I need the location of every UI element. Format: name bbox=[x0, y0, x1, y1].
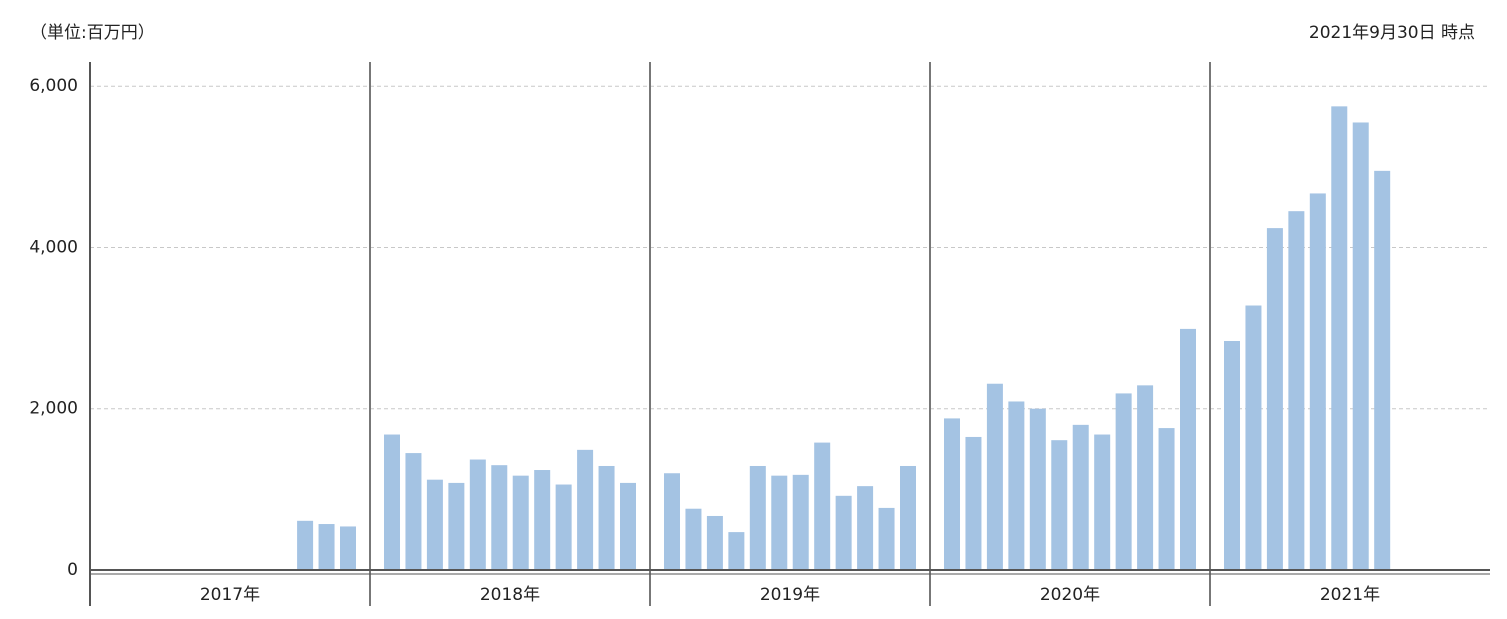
bar bbox=[835, 495, 852, 570]
bar bbox=[1309, 193, 1326, 570]
bar bbox=[685, 508, 702, 570]
bar bbox=[534, 470, 551, 570]
bar bbox=[1288, 211, 1305, 570]
y-tick-label: 0 bbox=[67, 560, 78, 580]
bar bbox=[598, 465, 615, 570]
y-tick-label: 6,000 bbox=[29, 76, 78, 96]
bar bbox=[384, 434, 400, 570]
bar bbox=[1072, 424, 1089, 570]
bar bbox=[706, 515, 723, 570]
bar bbox=[1180, 328, 1196, 570]
bar bbox=[405, 453, 422, 570]
bar bbox=[1224, 340, 1240, 570]
bar bbox=[792, 474, 809, 570]
bar bbox=[944, 418, 960, 570]
bar bbox=[448, 482, 465, 570]
bar bbox=[771, 475, 788, 570]
bar bbox=[664, 473, 680, 570]
bar bbox=[297, 520, 314, 570]
bar bbox=[1094, 434, 1111, 570]
bar bbox=[1051, 440, 1068, 570]
bar bbox=[1266, 228, 1283, 570]
bar bbox=[1137, 385, 1154, 570]
bar bbox=[749, 465, 766, 570]
bar bbox=[1374, 170, 1391, 570]
y-tick-label: 4,000 bbox=[29, 237, 78, 257]
bar bbox=[878, 507, 895, 570]
x-group-label: 2018年 bbox=[480, 585, 540, 605]
bar bbox=[965, 436, 982, 570]
as-of-label: 2021年9月30日 時点 bbox=[1309, 23, 1475, 43]
bar bbox=[577, 449, 594, 570]
bar bbox=[1158, 428, 1175, 570]
unit-label: （単位:百万円） bbox=[30, 23, 155, 43]
bar bbox=[491, 465, 508, 570]
x-group-label: 2017年 bbox=[200, 585, 260, 605]
bar bbox=[555, 484, 572, 570]
x-group-label: 2021年 bbox=[1320, 585, 1380, 605]
bar bbox=[1245, 305, 1262, 570]
bar bbox=[900, 465, 916, 570]
x-group-label: 2020年 bbox=[1040, 585, 1100, 605]
bar bbox=[857, 486, 874, 570]
bar bbox=[1352, 122, 1369, 570]
bar bbox=[1331, 106, 1348, 570]
bar bbox=[318, 524, 335, 570]
bar bbox=[512, 475, 529, 570]
bar bbox=[340, 526, 356, 570]
bar bbox=[728, 532, 745, 570]
bar bbox=[986, 383, 1003, 570]
y-tick-label: 2,000 bbox=[29, 399, 78, 419]
bar bbox=[426, 479, 443, 570]
bar bbox=[814, 442, 831, 570]
x-group-label: 2019年 bbox=[760, 585, 820, 605]
bar bbox=[1115, 393, 1132, 570]
bar bbox=[1029, 408, 1046, 570]
bar bbox=[1008, 401, 1025, 570]
bar bbox=[620, 482, 636, 570]
bar bbox=[469, 459, 486, 570]
